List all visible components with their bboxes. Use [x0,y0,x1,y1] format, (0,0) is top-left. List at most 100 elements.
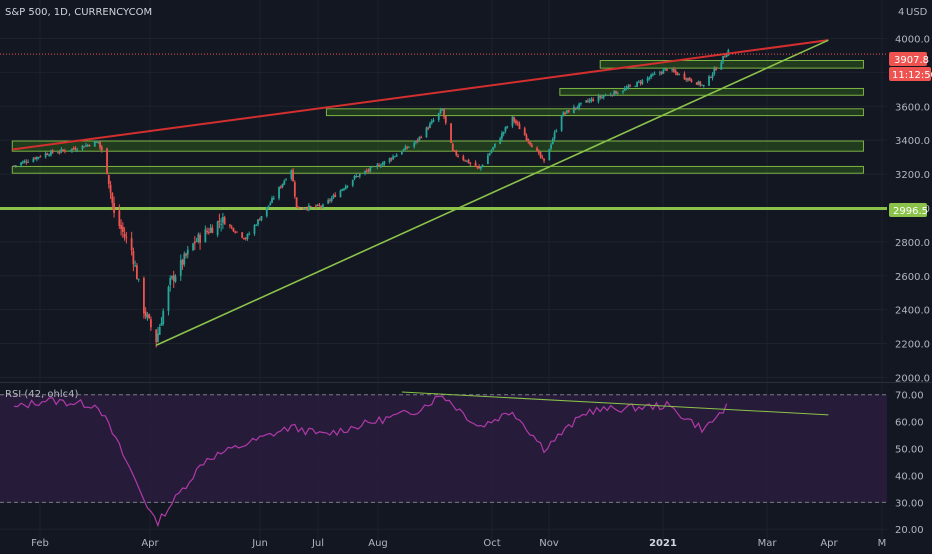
candle [234,230,237,234]
candle [683,71,686,80]
candle-body [343,188,345,190]
candle [272,195,275,201]
candle-body [413,142,416,147]
candle-body [34,157,36,160]
candle-body [113,202,115,213]
candle-body [318,204,321,206]
rsi-axis[interactable]: 20.00 30.00 40.00 50.00 60.00 70.00 [895,391,924,537]
candle-body [625,87,628,89]
candle [660,71,663,75]
candle-body [567,110,570,113]
candle [701,84,703,87]
candle [83,146,86,148]
price-zone [599,60,864,69]
candle [441,108,444,111]
candle [86,144,89,148]
candle-body [453,150,456,152]
candle-body [218,220,221,223]
candle [327,198,330,205]
candle-body [474,162,477,167]
candle-body [199,235,201,243]
candle-body [590,99,593,101]
candle-body [527,139,530,142]
candle-body [699,81,702,86]
price-tick-label: 2400.0 [895,306,930,317]
candle [316,204,319,207]
candle-body [666,69,668,71]
candle [125,231,128,244]
candle-body [432,120,435,122]
candle [71,148,73,153]
candle-body [150,319,152,328]
candle [206,227,208,235]
candle [25,159,28,165]
candle-body [320,206,323,208]
trendlines[interactable] [12,39,829,346]
candle-body [543,158,545,161]
candle [651,72,654,77]
candle [160,316,163,327]
time-axis[interactable]: Feb Apr Jun Jul Aug Oct Nov 2021 Mar Apr M [31,538,886,549]
candle [146,312,149,321]
candle [132,247,135,272]
candle-body [622,91,624,93]
candle-body [230,226,233,228]
candle-body [513,117,516,122]
candle [37,156,40,160]
candle-body [464,160,466,162]
candle [109,180,112,200]
candle-body [39,156,42,158]
candle-body [441,109,444,111]
candle-body [701,84,703,86]
candle [708,74,710,87]
candle-body [260,216,263,221]
candle-body [504,127,507,132]
support-trendline[interactable] [155,39,829,346]
candle [302,207,305,210]
candle [93,141,96,147]
resistance-trendline[interactable] [12,39,829,151]
candle [478,164,481,170]
scale-marker[interactable]: 4 [898,7,904,18]
candle-body [481,164,484,167]
candle [539,151,542,159]
candle-body [702,85,705,87]
candle-body [229,224,231,226]
candle-body [290,170,293,179]
candle-body [183,253,186,265]
candle [506,125,509,129]
candle [709,76,712,79]
candle [390,157,393,162]
candle [625,85,628,91]
candle [171,275,173,280]
candle [135,263,138,280]
candle-body [469,162,472,164]
candle-body [479,166,482,169]
candle-body [169,277,172,285]
candle-body [515,120,517,124]
candle [381,161,384,166]
candle-body [271,198,273,203]
candle-body [492,146,495,150]
candle [378,163,380,167]
candle-body [713,68,716,75]
candle-body [486,155,489,165]
candle [20,161,22,168]
candle [204,225,207,243]
candle [674,68,677,76]
candle [269,201,272,206]
candle [687,77,689,82]
candle [653,71,656,76]
candle-body [307,205,310,210]
candle-body [315,205,317,207]
candle-body [158,326,161,335]
candle-body [148,314,151,319]
candle [158,324,161,336]
candle [479,165,482,171]
candle [415,140,417,145]
rsi-divergence-line[interactable] [401,391,829,416]
candle-body [355,175,358,177]
candle-body [502,131,505,134]
candle-body [439,110,442,114]
